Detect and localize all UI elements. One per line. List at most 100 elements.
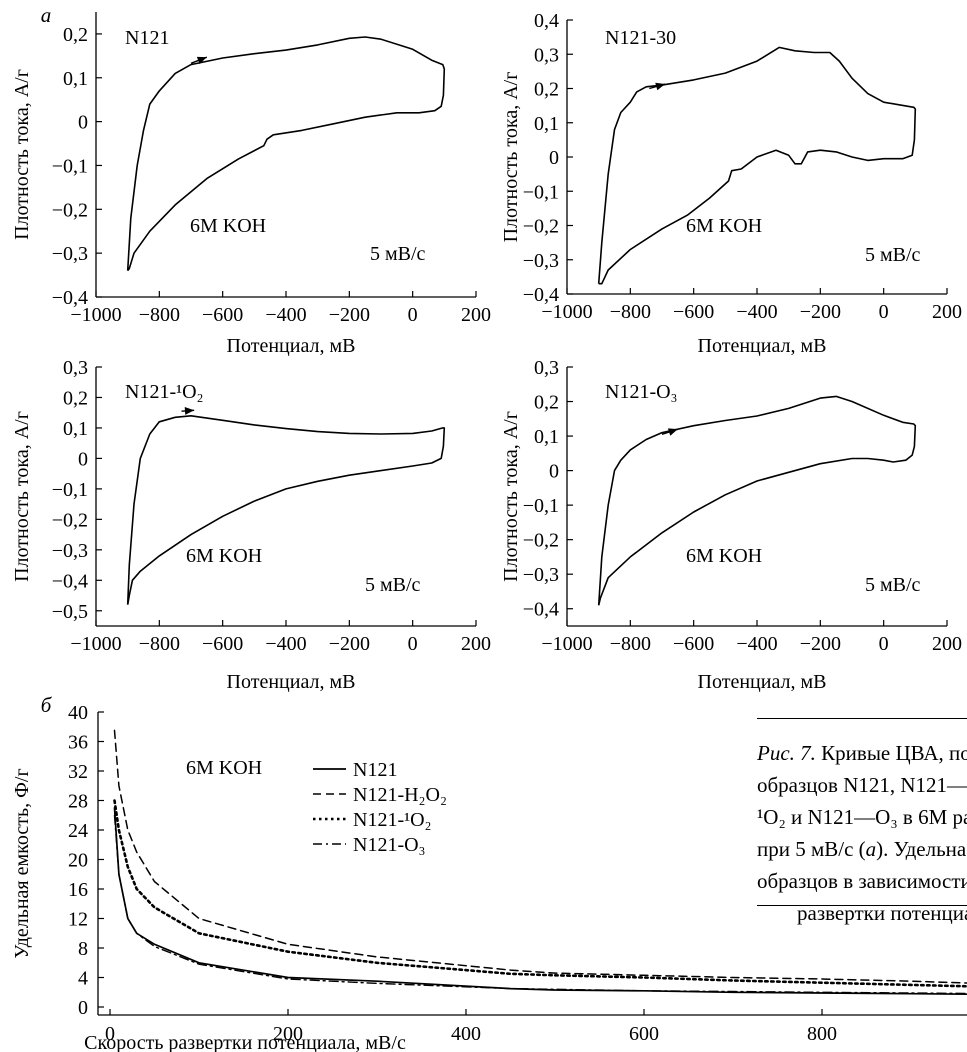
caption-rule-bottom (757, 905, 967, 906)
electrolyte-annotation: 6M KOH (190, 215, 266, 237)
x-tick-label: −600 (673, 301, 714, 323)
x-tick-label: −1000 (541, 633, 592, 655)
caption-line-4-letter: а (865, 837, 877, 861)
y-tick-label: −0,2 (523, 530, 559, 552)
x-tick-label: −1000 (541, 301, 592, 323)
cv-curve (597, 46, 917, 285)
x-tick-label: −400 (736, 633, 777, 655)
y-tick-label: 20 (68, 850, 88, 872)
series-line-3 (113, 799, 967, 988)
panel-letter-a: а (41, 3, 52, 27)
y-tick-label: −0,1 (52, 155, 88, 177)
panel-letter-b: б (41, 693, 53, 717)
scan-rate-annotation: 5 мВ/с (370, 243, 426, 265)
x-tick-label: 600 (629, 1023, 659, 1045)
caption-line-2: образцов N121, N121—H₂C (757, 773, 967, 797)
y-tick-label: 32 (68, 761, 88, 783)
cv-curve (126, 36, 446, 272)
y-tick-label: −0,5 (52, 601, 88, 623)
y-tick-label: 0,2 (63, 24, 88, 46)
y-tick-label: 24 (68, 820, 88, 842)
y-tick-label: 4 (78, 968, 88, 990)
x-tick-label: 400 (451, 1023, 481, 1045)
y-tick-label: 0,1 (63, 418, 88, 440)
y-tick-label: −0,2 (52, 509, 88, 531)
x-tick-label: −800 (610, 633, 651, 655)
x-tick-label: −400 (265, 633, 306, 655)
x-tick-label: −200 (800, 301, 841, 323)
y-tick-label: −0,4 (523, 284, 559, 306)
x-axis-label: Потенциал, мВ (227, 335, 356, 357)
y-tick-label: −0,1 (523, 495, 559, 517)
sweep-arrow-head (184, 407, 195, 415)
legend-label-4: N121-O₃ (353, 834, 426, 856)
electrolyte-annotation: 6M KOH (686, 545, 762, 567)
x-tick-label: 200 (273, 1023, 303, 1045)
x-tick-label: 0 (105, 1023, 115, 1045)
y-tick-label: −0,4 (52, 287, 88, 309)
y-tick-label: 8 (78, 938, 88, 960)
figure-caption: Рис. 7. Кривые ЦВА, получ образцов N121,… (757, 737, 967, 929)
caption-line-6: развертки потенциала (797, 901, 967, 925)
y-tick-label: −0,2 (523, 216, 559, 238)
y-tick-label: 0,1 (534, 426, 559, 448)
y-tick-label: 0,3 (534, 44, 559, 66)
x-tick-label: 0 (879, 301, 889, 323)
y-tick-label: −0,3 (52, 540, 88, 562)
y-tick-label: 0 (549, 147, 559, 169)
x-tick-label: 200 (932, 301, 962, 323)
y-tick-label: 36 (68, 732, 88, 754)
x-tick-label: 0 (408, 633, 418, 655)
caption-lead: Рис. 7. (757, 741, 816, 765)
x-tick-label: 200 (461, 304, 491, 326)
y-tick-label: 0 (78, 112, 88, 134)
y-axis-label: Плотность тока, А/г (500, 411, 522, 582)
cv-panel-1: −1000 −800 −600 −400 −200 0 200 −0,4 −0,3 −0,2 −0,… (11, 12, 491, 357)
y-tick-label: 40 (68, 702, 88, 724)
y-tick-label: 28 (68, 791, 88, 813)
caption-line-1-text: Кривые ЦВА, получ (821, 741, 967, 765)
x-tick-label: −400 (736, 301, 777, 323)
x-tick-label: −200 (329, 304, 370, 326)
y-tick-label: −0,4 (523, 599, 559, 621)
x-tick-label: −800 (139, 304, 180, 326)
y-tick-label: −0,4 (52, 570, 88, 592)
y-axis-label: Плотность тока, А/г (11, 69, 33, 240)
y-tick-label: −0,2 (52, 199, 88, 221)
y-tick-label: −0,3 (523, 564, 559, 586)
cv-curve (597, 395, 917, 606)
caption-line-4: при 5 мВ/с (а). Удельна (757, 833, 967, 865)
x-axis-label: Скорость развертки потенциала, мВ/с (84, 1032, 406, 1052)
caption-rule-top (757, 718, 967, 719)
legend-label-3: N121-¹O₂ (353, 809, 432, 831)
y-tick-label: 12 (68, 909, 88, 931)
capacitance-panel: 020040060080010000481216202428323640Скор… (11, 702, 967, 1052)
series-line-2 (113, 729, 967, 984)
y-tick-label: −0,1 (52, 479, 88, 501)
y-tick-label: 0 (78, 448, 88, 470)
series-line-4 (113, 814, 967, 995)
x-tick-label: 0 (879, 633, 889, 655)
x-tick-label: −200 (800, 633, 841, 655)
x-tick-label: −1000 (70, 633, 121, 655)
y-axis-label: Плотность тока, А/г (500, 72, 522, 243)
y-tick-label: 0,4 (534, 10, 559, 32)
x-tick-label: −400 (265, 304, 306, 326)
electrolyte-annotation: 6M KOH (186, 545, 262, 567)
x-tick-label: −1000 (70, 304, 121, 326)
cv-panel-3: −1000 −800 −600 −400 −200 0 200 −0,5 −0,4 −0,3 −0,… (11, 357, 491, 693)
panel-sample-label: N121-O₃ (605, 381, 678, 403)
cv-panel-2: −1000 −800 −600 −400 −200 0 200 −0,4 −0,3 −0,2 −0,… (500, 10, 962, 357)
y-tick-label: 0,2 (63, 387, 88, 409)
y-tick-label: −0,3 (52, 243, 88, 265)
x-tick-label: −800 (610, 301, 651, 323)
x-axis-label: Потенциал, мВ (698, 671, 827, 693)
y-tick-label: 0,1 (534, 113, 559, 135)
x-tick-label: −200 (329, 633, 370, 655)
y-tick-label: 0,2 (534, 392, 559, 414)
x-tick-label: −600 (202, 304, 243, 326)
y-tick-label: 16 (68, 879, 88, 901)
cv-panel-4: −1000 −800 −600 −400 −200 0 200 −0,4 −0,3 −0,2 −0,… (500, 357, 962, 693)
scan-rate-annotation: 5 мВ/с (365, 574, 421, 596)
